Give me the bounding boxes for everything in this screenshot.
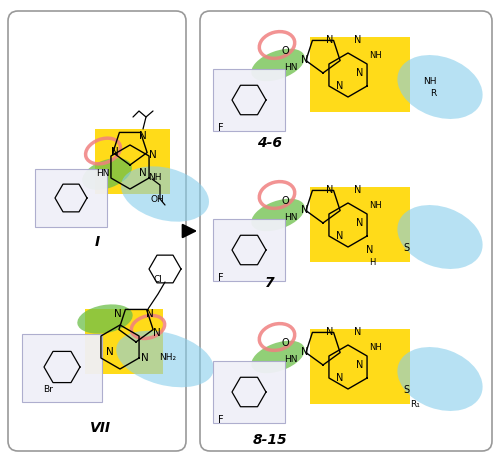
Text: N: N xyxy=(326,35,334,45)
Ellipse shape xyxy=(116,331,214,388)
Text: N: N xyxy=(326,326,334,336)
Text: 8-15: 8-15 xyxy=(252,432,288,446)
Ellipse shape xyxy=(82,159,132,190)
Text: N: N xyxy=(149,150,157,160)
Text: OH: OH xyxy=(150,195,164,204)
Text: O: O xyxy=(281,337,289,347)
Text: HN: HN xyxy=(284,63,298,72)
Text: H: H xyxy=(369,258,375,267)
Text: N: N xyxy=(139,131,147,141)
FancyBboxPatch shape xyxy=(213,70,285,131)
Text: NH: NH xyxy=(368,343,382,352)
Text: N: N xyxy=(356,359,364,369)
Text: NH: NH xyxy=(423,77,437,86)
Text: N: N xyxy=(302,205,308,214)
Text: N: N xyxy=(139,168,147,178)
Text: N: N xyxy=(336,231,344,240)
Text: N: N xyxy=(106,346,114,356)
Text: N: N xyxy=(356,218,364,227)
Text: F: F xyxy=(218,414,224,424)
Text: HN: HN xyxy=(284,213,298,222)
Text: N: N xyxy=(146,308,154,319)
Text: R₁: R₁ xyxy=(410,400,420,409)
Text: N: N xyxy=(354,326,362,336)
Text: N: N xyxy=(111,147,119,156)
Text: NH: NH xyxy=(148,173,162,182)
Ellipse shape xyxy=(252,50,304,82)
Text: N: N xyxy=(336,81,344,91)
Text: O: O xyxy=(281,46,289,56)
Text: S: S xyxy=(403,384,409,394)
Text: HN: HN xyxy=(284,355,298,364)
FancyBboxPatch shape xyxy=(8,12,186,451)
Text: Br: Br xyxy=(43,385,53,394)
Ellipse shape xyxy=(121,167,209,222)
Text: F: F xyxy=(218,123,224,133)
Text: N: N xyxy=(114,308,122,319)
Text: Cl: Cl xyxy=(154,275,162,284)
FancyBboxPatch shape xyxy=(22,334,102,402)
FancyBboxPatch shape xyxy=(213,219,285,282)
Ellipse shape xyxy=(252,341,304,374)
FancyBboxPatch shape xyxy=(310,38,410,113)
Text: S: S xyxy=(403,243,409,252)
Text: NH: NH xyxy=(368,51,382,60)
Ellipse shape xyxy=(398,206,482,269)
Text: N: N xyxy=(366,244,374,255)
Text: O: O xyxy=(281,195,289,206)
Text: 4-6: 4-6 xyxy=(258,136,282,150)
Text: F: F xyxy=(218,272,224,282)
FancyBboxPatch shape xyxy=(95,130,170,194)
Text: N: N xyxy=(326,185,334,194)
Text: N: N xyxy=(354,185,362,194)
Text: HN: HN xyxy=(96,169,110,178)
Text: N: N xyxy=(354,35,362,45)
Text: N: N xyxy=(302,346,308,356)
Ellipse shape xyxy=(252,199,304,232)
Text: N: N xyxy=(153,327,161,337)
Text: VII: VII xyxy=(90,420,110,434)
FancyBboxPatch shape xyxy=(200,12,492,451)
Text: NH₂: NH₂ xyxy=(160,353,176,362)
FancyBboxPatch shape xyxy=(85,309,163,374)
Text: NH: NH xyxy=(368,201,382,210)
Text: N: N xyxy=(356,68,364,78)
Text: N: N xyxy=(141,352,149,362)
FancyBboxPatch shape xyxy=(310,329,410,404)
Text: I: I xyxy=(94,234,100,249)
Text: R: R xyxy=(430,89,436,98)
Text: N: N xyxy=(336,372,344,382)
Ellipse shape xyxy=(398,347,482,411)
Ellipse shape xyxy=(398,56,482,120)
FancyBboxPatch shape xyxy=(35,169,107,227)
Text: 7: 7 xyxy=(265,275,275,289)
Text: N: N xyxy=(302,55,308,65)
Ellipse shape xyxy=(78,305,132,334)
FancyBboxPatch shape xyxy=(310,188,410,263)
FancyBboxPatch shape xyxy=(213,361,285,423)
